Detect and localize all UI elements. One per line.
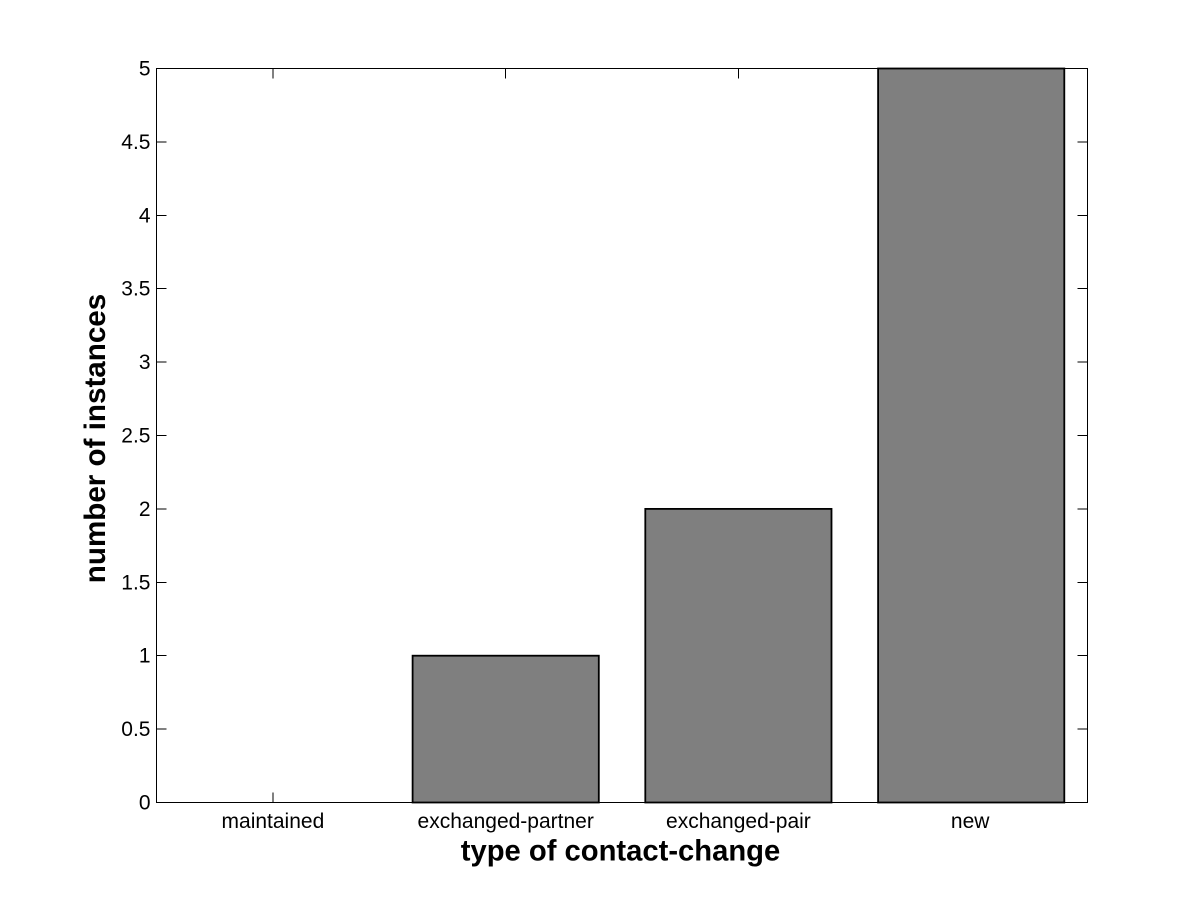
svg-text:2.5: 2.5: [121, 425, 150, 448]
svg-text:number of instances: number of instances: [79, 294, 112, 583]
svg-text:1.5: 1.5: [121, 571, 150, 594]
svg-text:0.5: 0.5: [121, 718, 150, 741]
svg-text:maintained: maintained: [222, 810, 325, 833]
svg-text:exchanged-pair: exchanged-pair: [666, 810, 811, 833]
svg-text:type of contact-change: type of contact-change: [461, 836, 780, 868]
svg-text:3: 3: [139, 351, 151, 374]
svg-text:5: 5: [139, 58, 151, 81]
svg-text:1: 1: [139, 645, 151, 668]
svg-text:4.5: 4.5: [121, 131, 150, 154]
svg-text:exchanged-partner: exchanged-partner: [418, 810, 594, 833]
svg-text:2: 2: [139, 498, 151, 521]
svg-text:0: 0: [139, 792, 151, 815]
svg-text:4: 4: [139, 204, 151, 227]
svg-text:new: new: [951, 810, 990, 833]
svg-text:3.5: 3.5: [121, 278, 150, 301]
